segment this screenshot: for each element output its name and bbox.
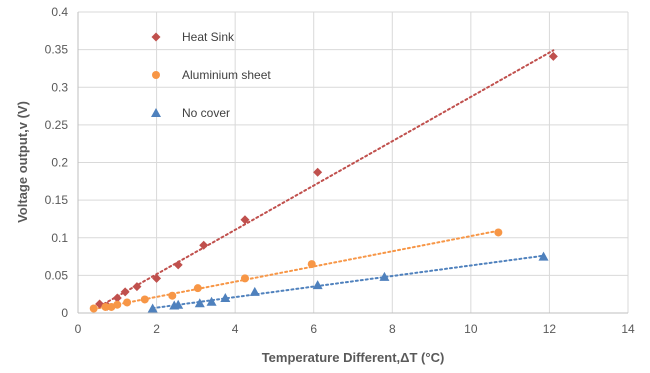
y-tick-label: 0 [61, 306, 68, 320]
legend-label-heat-sink: Heat Sink [182, 30, 235, 44]
legend-label-aluminium-sheet: Aluminium sheet [182, 68, 271, 82]
y-axis-title: Voltage output,v (V) [15, 101, 30, 223]
gridlines [77, 11, 629, 314]
no-cover-point [194, 298, 205, 308]
legend-label-no-cover: No cover [182, 106, 230, 120]
aluminium-sheet-point [494, 228, 503, 237]
legend-marker-heat-sink [151, 32, 161, 42]
no-cover-point [379, 271, 390, 281]
no-cover-point [147, 303, 158, 313]
no-cover-point [220, 292, 231, 302]
aluminium-sheet-point [240, 274, 249, 283]
no-cover-trendline [151, 254, 545, 310]
y-tick-label: 0.4 [51, 5, 68, 19]
no-cover-point [538, 251, 549, 261]
x-tick-label: 8 [389, 322, 396, 336]
data-points [89, 51, 558, 313]
heat-sink-point [173, 260, 183, 270]
legend-marker-no-cover [151, 108, 161, 117]
x-tick-label: 4 [232, 322, 239, 336]
x-tick-label: 6 [310, 322, 317, 336]
y-tick-label: 0.1 [51, 231, 68, 245]
heat-sink-point [199, 240, 209, 250]
heat-sink-point [152, 273, 162, 283]
x-tick-label: 12 [543, 322, 557, 336]
tick-labels: 0 0.05 0.1 0.15 0.2 0.25 0.3 0.35 0.4 0 2 4 6 8 10 12 14 [45, 5, 635, 336]
y-tick-label: 0.35 [45, 43, 69, 57]
x-tick-label: 14 [621, 322, 635, 336]
y-tick-label: 0.2 [51, 156, 68, 170]
heat-sink-point [548, 51, 558, 61]
heat-sink-point [313, 167, 323, 177]
heat-sink-point [120, 287, 130, 297]
no-cover-point [249, 286, 260, 296]
aluminium-sheet-point [123, 298, 132, 307]
legend-marker-aluminium-sheet [152, 71, 160, 79]
aluminium-sheet-point [140, 295, 149, 304]
x-tick-label: 10 [464, 322, 478, 336]
heat-sink-point [112, 293, 122, 303]
y-tick-label: 0.3 [51, 80, 68, 94]
y-tick-label: 0.15 [45, 193, 69, 207]
heat-sink-point [132, 282, 142, 292]
no-cover-point [173, 299, 184, 309]
aluminium-sheet-point [193, 284, 202, 293]
no-cover-point [312, 280, 323, 290]
aluminium-sheet-point [101, 302, 110, 311]
aluminium-sheet-trendline [92, 229, 500, 311]
legend: Heat Sink Aluminium sheet No cover [151, 30, 271, 120]
x-axis-title: Temperature Different,ΔT (°C) [262, 350, 445, 365]
aluminium-sheet-point [307, 260, 316, 269]
y-tick-label: 0.25 [45, 118, 69, 132]
aluminium-sheet-point [168, 291, 177, 300]
y-tick-label: 0.05 [45, 268, 69, 282]
aluminium-sheet-point [113, 300, 122, 309]
x-tick-label: 2 [153, 322, 160, 336]
no-cover-point [206, 296, 217, 306]
heat-sink-point [240, 215, 250, 225]
aluminium-sheet-point [89, 304, 98, 313]
x-tick-label: 0 [75, 322, 82, 336]
